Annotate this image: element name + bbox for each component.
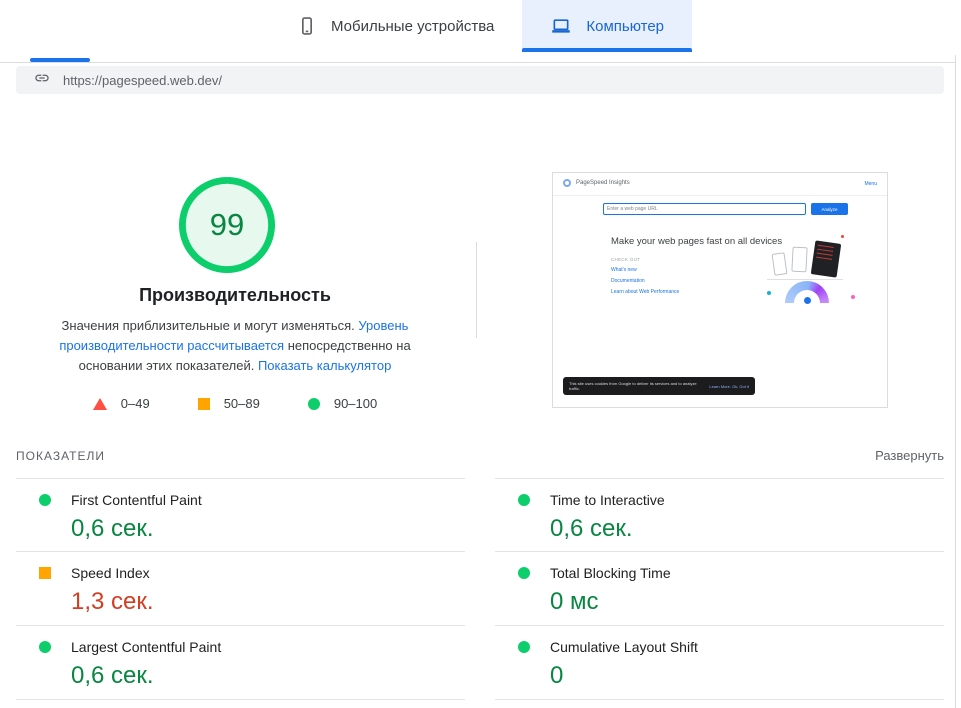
thumb-links-eyebrow: CHECK OUT	[611, 257, 641, 262]
illu-baseline	[767, 279, 843, 280]
metric-value: 0,6 сек.	[71, 515, 154, 542]
metric-cumulative-layout-shift: Cumulative Layout Shift 0	[495, 626, 944, 700]
metrics-header: ПОКАЗАТЕЛИ Развернуть	[16, 448, 944, 463]
link-icon	[34, 70, 50, 91]
average-square-icon	[197, 397, 210, 410]
performance-description: Значения приблизительные и могут изменят…	[42, 316, 428, 376]
metric-value: 0,6 сек.	[550, 515, 633, 542]
metric-value: 0 мс	[550, 588, 599, 615]
page-screenshot-thumbnail[interactable]: PageSpeed Insights Menu Enter a web page…	[552, 172, 888, 408]
thumb-nav-link: Menu	[864, 181, 877, 187]
metric-value: 1,3 сек.	[71, 588, 154, 615]
device-tabbar: Мобильные устройства Компьютер	[0, 0, 961, 52]
pass-circle-icon	[39, 641, 51, 653]
thumb-links: What's new Documentation Learn about Web…	[611, 267, 679, 295]
tab-desktop-label: Компьютер	[586, 17, 665, 35]
desc-text-2: непосредственно на основании этих показа…	[78, 338, 411, 373]
metric-label: First Contentful Paint	[71, 492, 202, 508]
expand-metrics-button[interactable]: Развернуть	[875, 448, 944, 463]
performance-score-value: 99	[209, 207, 245, 242]
metric-speed-index: Speed Index 1,3 сек.	[16, 552, 465, 626]
scrollbar-track[interactable]	[955, 55, 956, 708]
metric-largest-contentful-paint: Largest Contentful Paint 0,6 сек.	[16, 626, 465, 700]
show-calculator-link[interactable]: Показать калькулятор	[257, 358, 392, 373]
metric-total-blocking-time: Total Blocking Time 0 мс	[495, 552, 944, 626]
illu-tablet-icon	[810, 240, 842, 278]
thumb-cookie-links: Learn More. Ok, Got it	[709, 383, 749, 389]
tab-mobile[interactable]: Мобильные устройства	[269, 0, 522, 52]
illu-dot-teal	[767, 291, 771, 295]
illu-dot-pink	[851, 295, 855, 299]
pass-circle-icon	[39, 494, 51, 506]
legend-range-pass: 90–100	[333, 396, 378, 411]
metrics-section-title: ПОКАЗАТЕЛИ	[16, 448, 105, 463]
thumb-devices-illustration	[765, 235, 857, 305]
thumb-site-header: PageSpeed Insights	[563, 179, 630, 187]
metric-value: 0	[550, 662, 564, 689]
fail-triangle-icon	[92, 397, 107, 410]
tabbar-divider	[0, 62, 955, 63]
thumb-site-title: PageSpeed Insights	[576, 180, 630, 186]
pass-circle-icon	[307, 397, 320, 410]
metric-value: 0,6 сек.	[71, 662, 154, 689]
pass-circle-icon	[518, 494, 530, 506]
smartphone-icon	[297, 16, 317, 36]
analyzed-url: https://pagespeed.web.dev/	[63, 72, 223, 88]
metric-label: Largest Contentful Paint	[71, 639, 222, 655]
thumb-cookie-banner: This site uses cookies from Google to de…	[563, 377, 755, 395]
active-tab-underline	[522, 48, 693, 52]
illu-dot-red	[841, 235, 844, 238]
thumb-url-placeholder: Enter a web page URL	[607, 206, 658, 212]
legend-range-average: 50–89	[223, 396, 260, 411]
metric-label: Speed Index	[71, 565, 150, 581]
thumb-link-web-performance: Learn about Web Performance	[611, 289, 680, 295]
performance-score-gauge[interactable]: 99	[179, 177, 275, 273]
metric-time-to-interactive: Time to Interactive 0,6 сек.	[495, 478, 944, 552]
url-bar: https://pagespeed.web.dev/	[16, 66, 944, 94]
thumb-url-input: Enter a web page URL	[603, 203, 806, 215]
score-legend: 0–49 50–89 90–100	[0, 396, 470, 411]
legend-item-pass: 90–100	[307, 396, 378, 411]
thumb-headline: Make your web pages fast on all devices	[611, 236, 783, 247]
legend-range-fail: 0–49	[120, 396, 150, 411]
legend-item-average: 50–89	[197, 396, 260, 411]
overview-vertical-divider	[476, 242, 477, 338]
score-ring	[179, 177, 275, 273]
legend-item-fail: 0–49	[92, 396, 150, 411]
metric-label: Time to Interactive	[550, 492, 665, 508]
pass-circle-icon	[518, 567, 530, 579]
section-scroll-indicator	[30, 58, 90, 62]
thumb-cookie-text: This site uses cookies from Google to de…	[569, 381, 697, 391]
thumb-link-whats-new: What's new	[611, 267, 637, 273]
illu-gauge-dot	[804, 297, 811, 304]
metric-first-contentful-paint: First Contentful Paint 0,6 сек.	[16, 478, 465, 552]
thumb-logo-icon	[563, 179, 571, 187]
illu-speed-gauge-icon	[785, 281, 829, 303]
performance-title: Производительность	[139, 285, 331, 305]
scoring-link[interactable]: Уровень производительности рассчитываетс…	[59, 318, 409, 353]
metric-label: Total Blocking Time	[550, 565, 671, 581]
illu-phone2-icon	[791, 246, 808, 273]
tab-desktop[interactable]: Компьютер	[522, 0, 693, 52]
laptop-icon	[550, 16, 572, 36]
illu-phone-icon	[771, 252, 788, 276]
tab-mobile-label: Мобильные устройства	[330, 17, 495, 35]
thumb-link-documentation: Documentation	[611, 278, 645, 284]
average-square-icon	[39, 567, 51, 579]
desc-text-1: Значения приблизительные и могут изменят…	[61, 318, 359, 333]
thumb-header-divider	[553, 195, 887, 196]
pass-circle-icon	[518, 641, 530, 653]
metric-label: Cumulative Layout Shift	[550, 639, 698, 655]
metrics-grid: First Contentful Paint 0,6 сек. Time to …	[16, 478, 944, 700]
thumb-analyze-button: Analyze	[811, 203, 848, 215]
